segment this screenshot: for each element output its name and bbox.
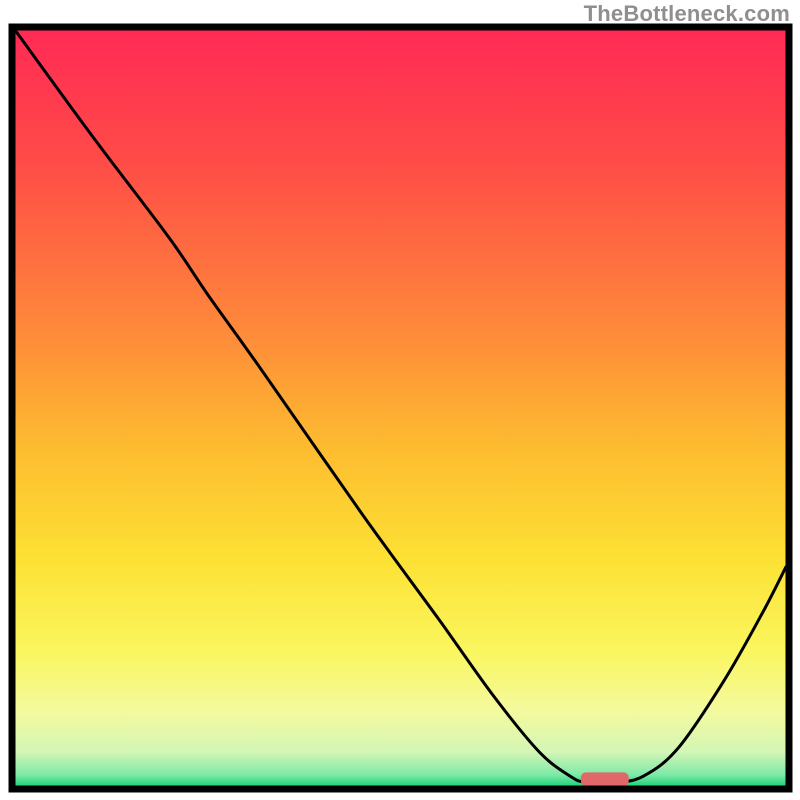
plot-background	[15, 30, 786, 786]
bottleneck-chart	[0, 0, 800, 800]
optimal-range-marker	[581, 772, 629, 786]
watermark-text: TheBottleneck.com	[584, 1, 790, 27]
chart-wrap: { "watermark": { "text": "TheBottleneck.…	[0, 0, 800, 800]
